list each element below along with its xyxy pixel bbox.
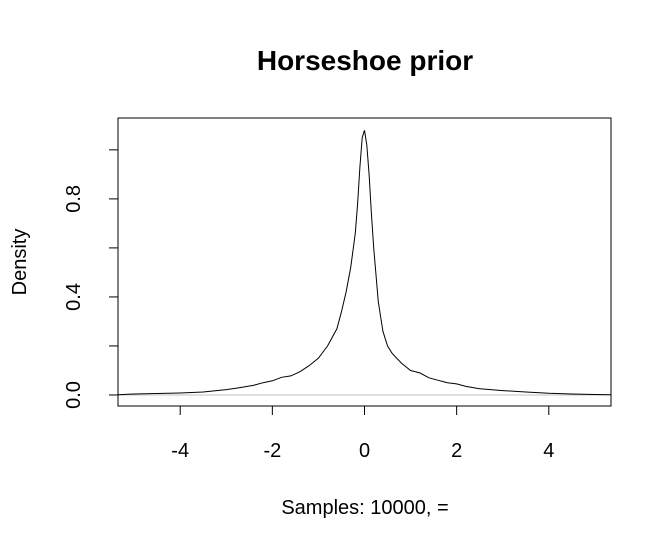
x-tick-label: 0	[359, 440, 370, 462]
y-tick-label: 0.8	[63, 185, 85, 213]
y-tick-label: 0.0	[63, 381, 85, 409]
x-tick-label: -4	[171, 440, 189, 462]
x-tick-label: 4	[543, 440, 554, 462]
plot-frame	[117, 117, 612, 407]
x-axis-label: Samples: 10000, =	[281, 497, 448, 519]
y-axis: 0.0 0.4 0.8	[63, 149, 119, 409]
x-axis: -4 -2 0 2 4	[171, 405, 554, 462]
y-axis-label: Density	[9, 229, 31, 296]
x-tick-label: -2	[263, 440, 281, 462]
x-tick-label: 2	[451, 440, 462, 462]
chart-title: Horseshoe prior	[257, 45, 473, 76]
density-curve	[117, 130, 612, 396]
y-tick-label: 0.4	[63, 283, 85, 311]
